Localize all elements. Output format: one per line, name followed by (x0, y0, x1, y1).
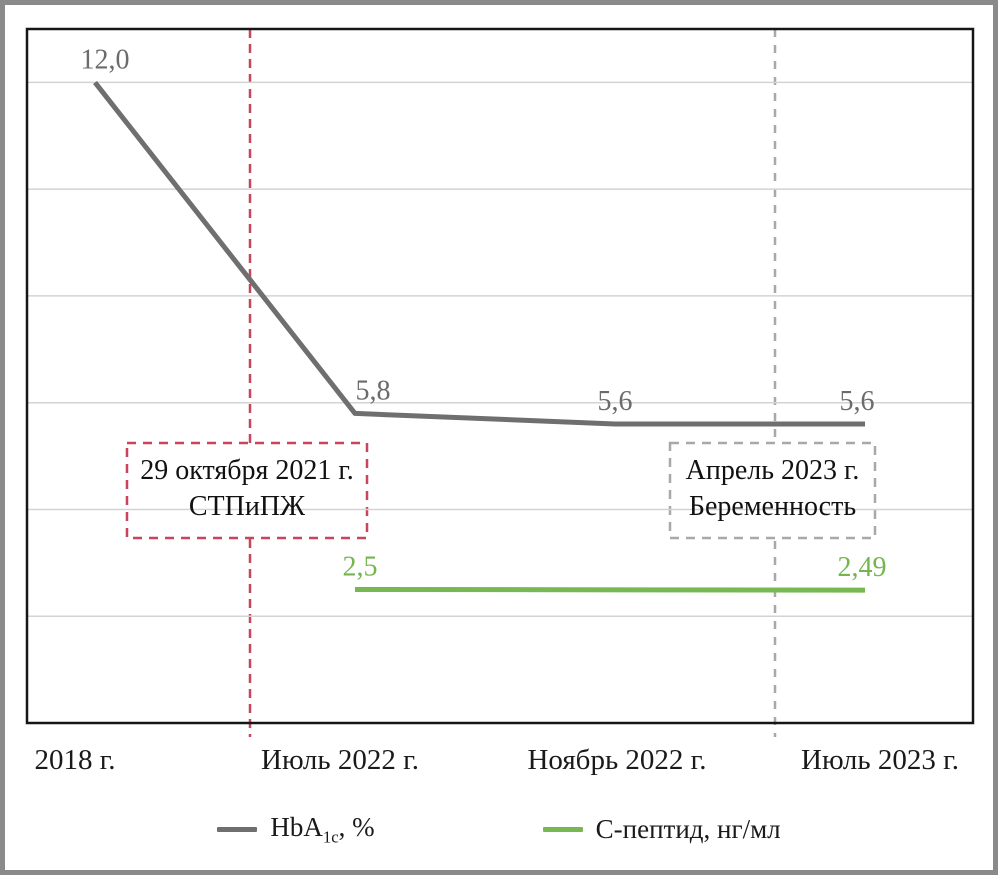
data-label: 2,49 (838, 552, 887, 583)
annotation-box (668, 441, 877, 540)
annotation-box-text: СТПиПЖ (189, 491, 306, 522)
legend-entry-c-peptide: С-пептид, нг/мл (542, 814, 781, 845)
hba1c-line-swatch (217, 827, 258, 833)
series-line-1 (354, 587, 866, 593)
data-label: 5,6 (598, 386, 633, 417)
data-label: 2,5 (343, 552, 378, 583)
legend: HbA1c, % С-пептид, нг/мл (0, 812, 998, 847)
annotation-box-text: Беременность (689, 491, 856, 522)
x-axis-label: Июль 2023 г. (801, 744, 959, 776)
annotation-box-text: 29 октября 2021 г. (140, 455, 353, 486)
x-axis-label: 2018 г. (34, 744, 115, 776)
data-label: 12,0 (81, 44, 130, 75)
annotation-box-text: Апрель 2023 г. (686, 455, 860, 486)
annotation-box (125, 441, 369, 540)
data-label: 5,6 (840, 386, 875, 417)
c-peptide-line-swatch (542, 827, 583, 833)
x-axis-label: Ноябрь 2022 г. (527, 744, 706, 776)
legend-entry-hba1c: HbA1c, % (217, 812, 375, 847)
legend-label-hba1c: HbA1c, % (270, 812, 375, 847)
plot-border (25, 27, 975, 725)
data-label: 5,8 (356, 375, 391, 406)
legend-label-c-peptide: С-пептид, нг/мл (595, 814, 781, 845)
x-axis-label: Июль 2022 г. (261, 744, 419, 776)
series-line-0 (93, 80, 865, 427)
